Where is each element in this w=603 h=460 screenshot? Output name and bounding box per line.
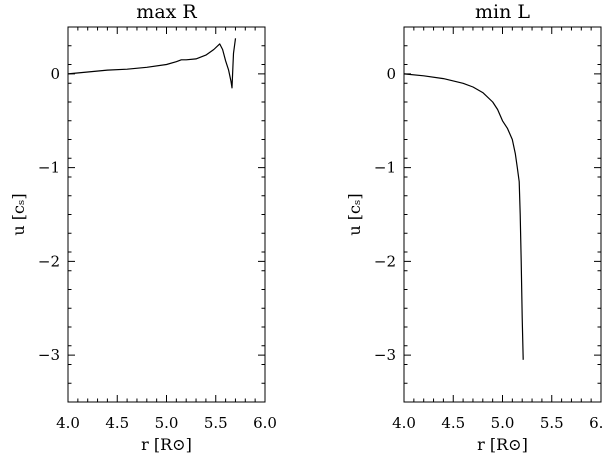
y-tick-label: −1: [374, 159, 396, 177]
chart-title: min L: [475, 1, 530, 23]
y-tick-label: −2: [38, 252, 60, 270]
x-tick-label: 5.0: [155, 414, 179, 432]
chart-panel-1: max R 4.0 4.5 5.0 5.5 6.0 0 −1 −2 −3 r [R⊙] u [cₛ]: [9, 1, 277, 454]
x-tick-label: 5.5: [540, 414, 564, 432]
x-axis-label: r [R⊙]: [477, 435, 528, 454]
x-tick-label: 4.0: [392, 414, 416, 432]
y-axis-label: u [cₛ]: [9, 193, 28, 235]
x-tick-label: 4.5: [105, 414, 129, 432]
y-tick-label: 0: [386, 65, 396, 83]
y-tick-label: −2: [374, 252, 396, 270]
y-tick-label: −3: [374, 346, 396, 364]
chart-panel-2: min L 4.0 4.5 5.0 5.5 6.0 0 −1 −2 −3 r [R⊙] u [cₛ]: [345, 1, 603, 454]
x-tick-label: 4.0: [56, 414, 80, 432]
data-line-series-1: [403, 73, 524, 360]
x-tick-label: 6.0: [253, 414, 277, 432]
plot-frame: [67, 26, 266, 403]
y-tick-label: −1: [38, 159, 60, 177]
y-tick-label: −3: [38, 346, 60, 364]
x-tick-label: 5.5: [204, 414, 228, 432]
data-line-series-1: [67, 38, 237, 89]
y-tick-label: 0: [50, 65, 60, 83]
x-axis-label: r [R⊙]: [141, 435, 192, 454]
y-axis-label: u [cₛ]: [345, 193, 364, 235]
x-tick-label: 6.0: [589, 414, 603, 432]
x-tick-label: 5.0: [491, 414, 515, 432]
plot-frame: [403, 26, 602, 403]
x-tick-label: 4.5: [441, 414, 465, 432]
chart-title: max R: [136, 1, 197, 23]
